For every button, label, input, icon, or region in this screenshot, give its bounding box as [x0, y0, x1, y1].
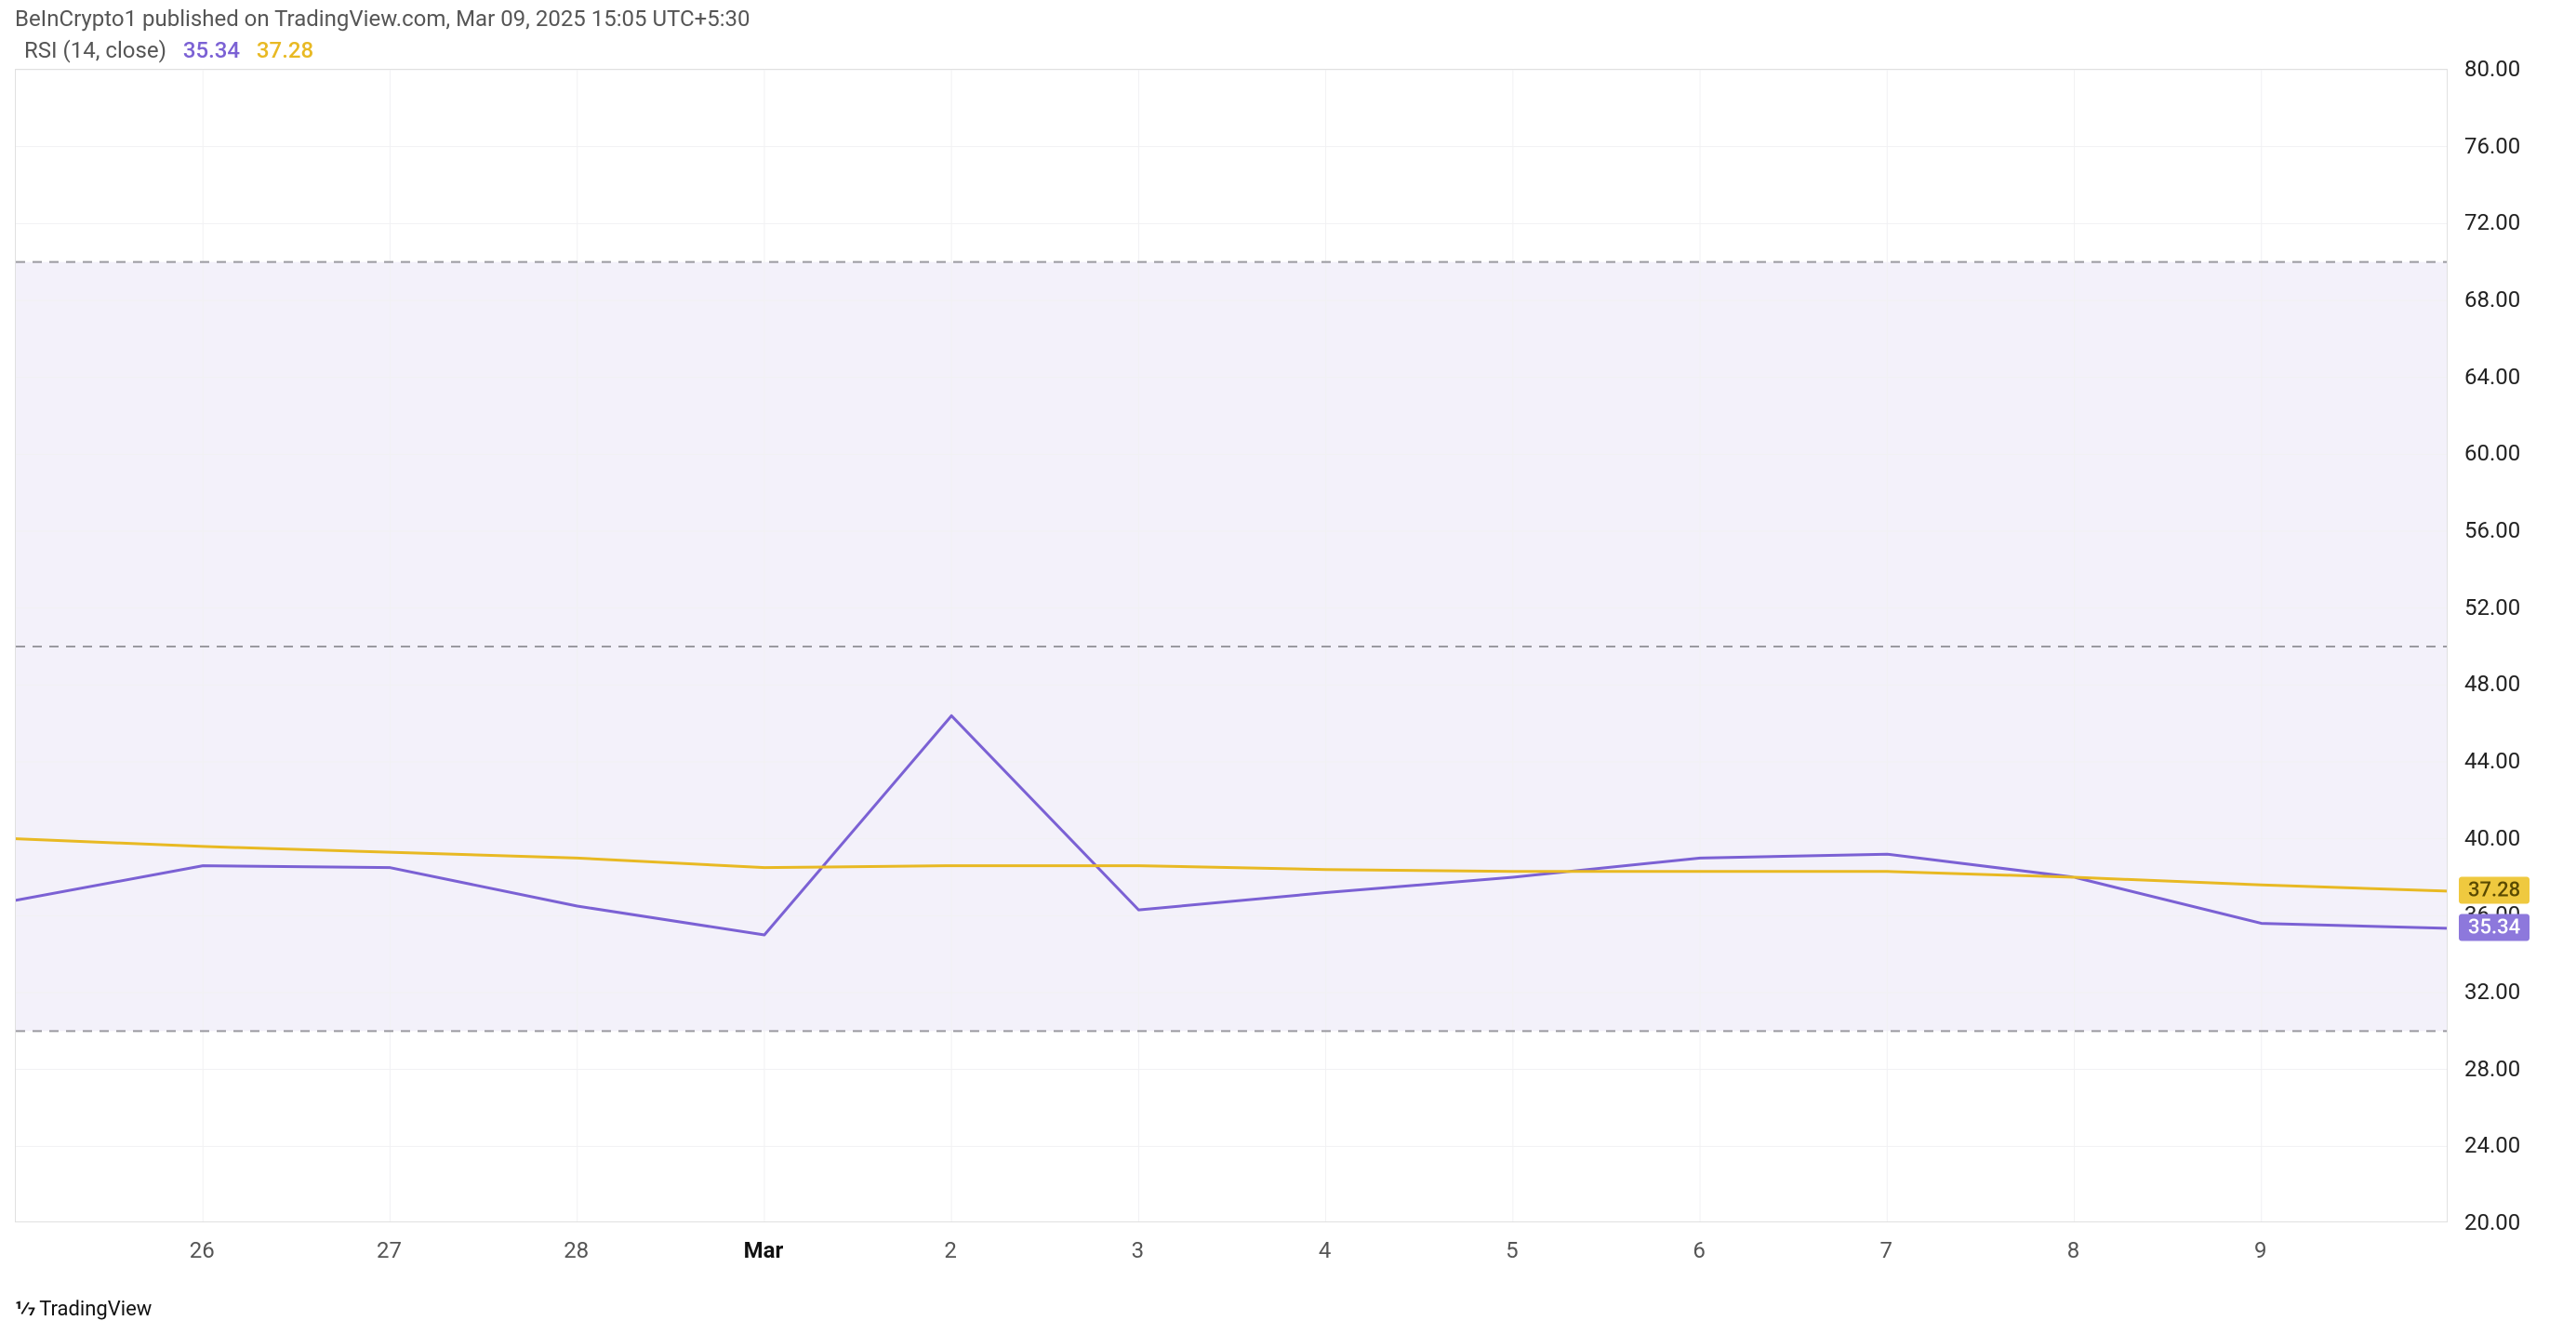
y-tick-label: 28.00	[2464, 1056, 2520, 1082]
x-tick-label: Mar	[744, 1237, 784, 1263]
y-tick-label: 60.00	[2464, 440, 2520, 466]
y-tick-label: 76.00	[2464, 133, 2520, 159]
rsi-chart[interactable]	[15, 69, 2448, 1222]
y-tick-label: 64.00	[2464, 364, 2520, 390]
x-tick-label: 3	[1132, 1237, 1145, 1263]
y-tick-label: 48.00	[2464, 671, 2520, 697]
y-tick-label: 56.00	[2464, 517, 2520, 543]
x-tick-label: 5	[1506, 1237, 1519, 1263]
y-tick-label: 20.00	[2464, 1209, 2520, 1235]
tradingview-logo-icon: 1⁄7	[15, 1298, 33, 1321]
indicator-value-1: 35.34	[183, 37, 240, 63]
attribution[interactable]: 1⁄7 TradingView	[15, 1298, 152, 1321]
x-tick-label: 27	[377, 1237, 402, 1263]
x-tick-label: 6	[1693, 1237, 1706, 1263]
y-tick-label: 24.00	[2464, 1132, 2520, 1158]
y-tick-label: 72.00	[2464, 209, 2520, 235]
x-tick-label: 8	[2067, 1237, 2080, 1263]
x-tick-label: 2	[944, 1237, 957, 1263]
y-tick-label: 80.00	[2464, 56, 2520, 82]
indicator-legend[interactable]: RSI (14, close) 35.34 37.28	[24, 37, 313, 63]
value-badge: 37.28	[2459, 876, 2530, 903]
y-tick-label: 40.00	[2464, 825, 2520, 851]
chart-container: BeInCrypto1 published on TradingView.com…	[0, 0, 2576, 1334]
indicator-value-2: 37.28	[257, 37, 313, 63]
chart-header: BeInCrypto1 published on TradingView.com…	[15, 6, 750, 32]
x-tick-label: 28	[564, 1237, 589, 1263]
tradingview-brand: TradingView	[39, 1298, 152, 1321]
x-tick-label: 9	[2254, 1237, 2267, 1263]
y-tick-label: 68.00	[2464, 287, 2520, 313]
y-tick-label: 32.00	[2464, 979, 2520, 1005]
x-tick-label: 7	[1880, 1237, 1893, 1263]
value-badge: 35.34	[2459, 914, 2530, 940]
y-tick-label: 52.00	[2464, 594, 2520, 620]
indicator-name: RSI (14, close)	[24, 37, 166, 63]
x-tick-label: 4	[1319, 1237, 1332, 1263]
x-tick-label: 26	[190, 1237, 215, 1263]
y-tick-label: 44.00	[2464, 748, 2520, 774]
